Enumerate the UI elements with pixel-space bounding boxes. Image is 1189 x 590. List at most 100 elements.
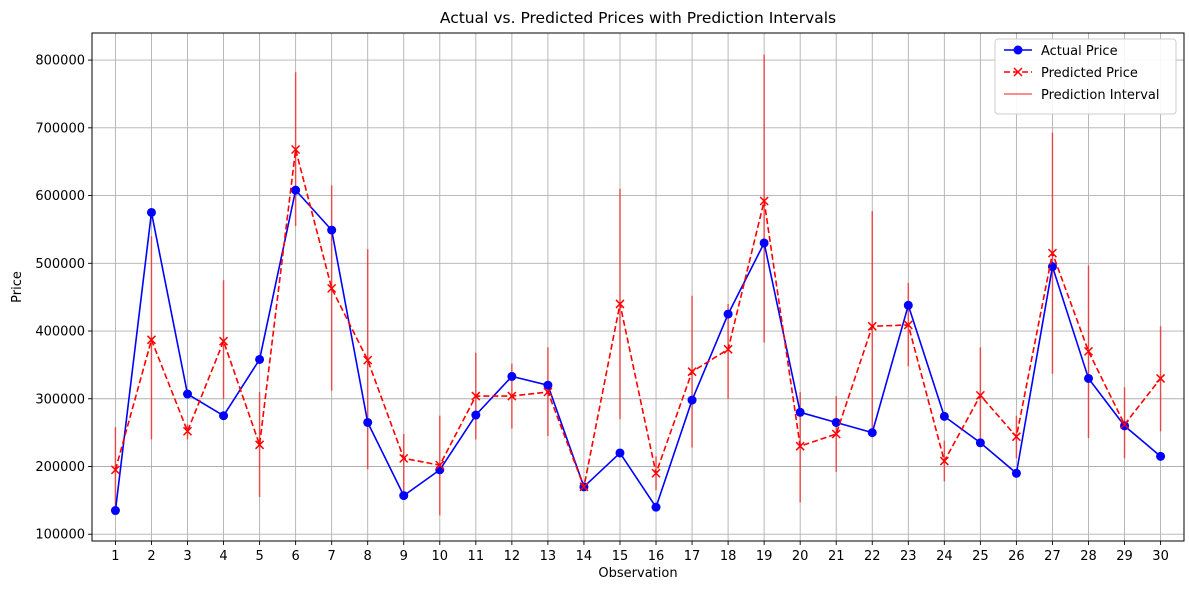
plot-frame — [91, 32, 1185, 542]
predicted-price-point — [291, 144, 301, 155]
x-tick-label: 27 — [1044, 549, 1061, 564]
actual-price-point — [291, 185, 301, 195]
x-tick-label: 8 — [364, 549, 372, 564]
x-tick-label: 16 — [648, 549, 665, 564]
x-tick-label: 28 — [1080, 549, 1097, 564]
legend-item-predicted: Predicted Price — [1004, 66, 1138, 81]
x-tick-label: 9 — [400, 549, 408, 564]
predicted-price-point — [903, 320, 913, 330]
predicted-price-point — [831, 429, 841, 439]
x-tick-label: 2 — [147, 549, 155, 564]
actual-price-point — [255, 354, 265, 364]
actual-price-point — [759, 238, 769, 248]
predicted-price-series — [110, 144, 1166, 492]
predicted-price-point — [795, 441, 805, 451]
predicted-price-point — [975, 390, 985, 400]
actual-price-point — [471, 410, 481, 420]
y-axis-title: Price — [10, 271, 25, 303]
x-tick-label: 4 — [219, 549, 227, 564]
x-tick-label: 11 — [468, 549, 485, 564]
actual-price-point — [327, 225, 337, 235]
predicted-price-point — [615, 299, 625, 309]
x-tick-label: 21 — [828, 549, 845, 564]
predicted-price-point — [399, 453, 409, 463]
x-tick-label: 17 — [684, 549, 701, 564]
y-tick-label: 200000 — [35, 460, 85, 475]
predicted-price-point — [759, 196, 769, 206]
predicted-price-point — [182, 426, 193, 436]
chart-title: Actual vs. Predicted Prices with Predict… — [440, 9, 836, 27]
predicted-price-point — [219, 336, 229, 346]
x-tick-label: 24 — [936, 549, 953, 564]
x-tick-label: 6 — [291, 549, 299, 564]
actual-price-point — [1011, 468, 1021, 478]
legend: Actual Price Predicted Price Prediction … — [994, 38, 1177, 115]
predicted-price-point — [435, 460, 445, 470]
x-tick-label: 18 — [720, 549, 737, 564]
y-tick-label: 800000 — [35, 54, 85, 69]
predicted-price-point — [1047, 248, 1057, 258]
actual-price-point — [903, 300, 913, 310]
legend-actual-label: Actual Price — [1041, 44, 1118, 59]
actual-price-point — [146, 207, 156, 217]
actual-price-point — [831, 417, 841, 427]
x-tick-label: 19 — [756, 549, 773, 564]
actual-price-point — [110, 506, 120, 516]
actual-price-point — [219, 411, 229, 421]
legend-predicted-marker — [1013, 67, 1023, 77]
legend-interval-label: Prediction Interval — [1041, 88, 1160, 103]
actual-price-point — [363, 417, 373, 427]
y-axis: 100000 200000 300000 400000 500000 600000 7000… — [35, 54, 92, 543]
predicted-price-point — [1083, 346, 1094, 356]
x-tick-label: 14 — [576, 549, 593, 564]
x-axis-title: Observation — [598, 566, 677, 581]
y-tick-label: 100000 — [35, 528, 85, 543]
legend-actual-marker — [1013, 45, 1023, 55]
legend-box — [994, 38, 1177, 115]
predicted-price-point — [1156, 373, 1166, 383]
actual-price-point — [687, 395, 697, 405]
legend-item-actual: Actual Price — [1004, 44, 1118, 59]
predicted-price-point — [1119, 419, 1130, 430]
predicted-price-point — [110, 465, 120, 475]
y-tick-label: 700000 — [35, 121, 85, 136]
x-tick-label: 7 — [328, 549, 336, 564]
predicted-price-point — [255, 440, 265, 450]
actual-price-point — [795, 407, 805, 417]
actual-price-point — [723, 309, 733, 319]
legend-predicted-label: Predicted Price — [1041, 66, 1138, 81]
predicted-price-point — [723, 344, 733, 354]
actual-price-point — [1156, 451, 1166, 461]
predicted-price-line — [114, 148, 1162, 488]
actual-price-point — [867, 428, 877, 438]
x-tick-label: 25 — [972, 549, 989, 564]
x-tick-label: 5 — [255, 549, 263, 564]
actual-price-line — [114, 189, 1162, 511]
actual-price-point — [435, 465, 445, 475]
actual-price-point — [975, 438, 985, 448]
actual-price-point — [183, 389, 193, 399]
actual-price-point — [651, 502, 661, 512]
legend-item-interval: Prediction Interval — [1004, 88, 1160, 103]
predicted-price-point — [687, 367, 697, 377]
predicted-price-point — [1011, 432, 1021, 442]
x-tick-label: 3 — [183, 549, 191, 564]
actual-price-point — [399, 491, 409, 501]
x-tick-label: 1 — [111, 549, 119, 564]
actual-price-point — [939, 411, 949, 421]
x-tick-label: 12 — [504, 549, 521, 564]
y-tick-label: 500000 — [35, 257, 85, 272]
x-tick-label: 20 — [792, 549, 809, 564]
predicted-price-point — [471, 391, 481, 401]
predicted-price-point — [939, 456, 949, 466]
predicted-price-point — [507, 391, 517, 401]
actual-price-point — [1120, 421, 1130, 431]
x-tick-label: 29 — [1116, 549, 1133, 564]
predicted-price-point — [543, 387, 553, 397]
actual-price-point — [507, 371, 517, 381]
x-tick-label: 26 — [1008, 549, 1025, 564]
y-tick-label: 600000 — [35, 189, 85, 204]
predicted-price-point — [651, 468, 661, 478]
x-tick-label: 10 — [432, 549, 449, 564]
